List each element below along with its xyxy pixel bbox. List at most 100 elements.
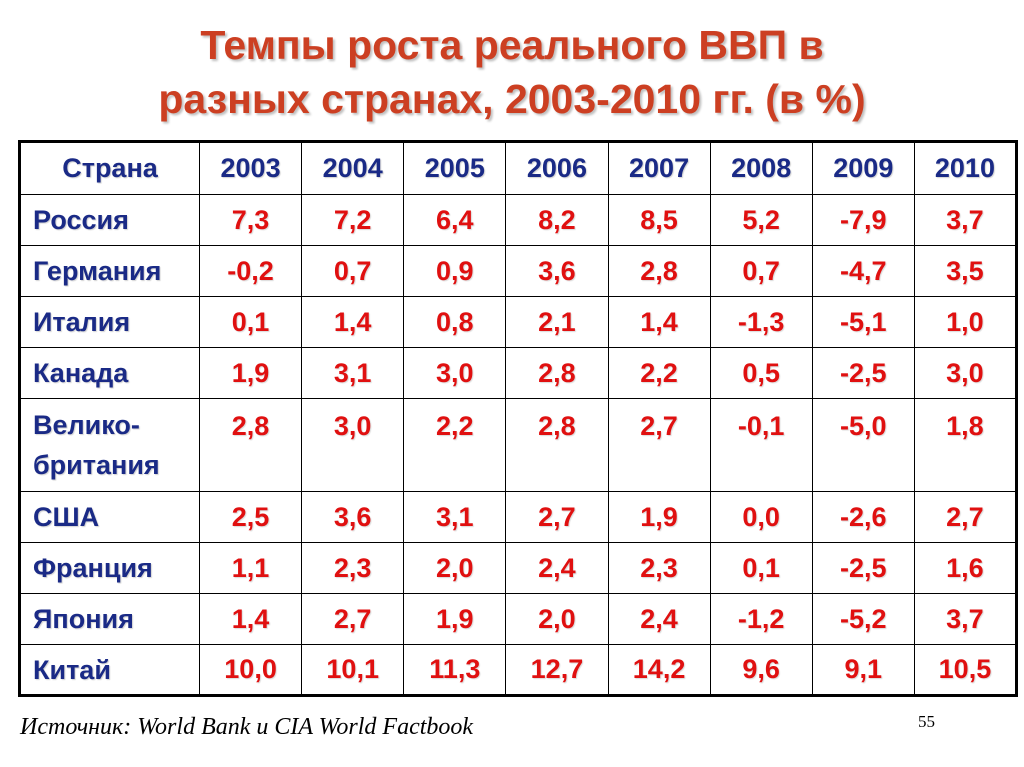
value-cell: 0,8 <box>403 296 507 348</box>
table-row: Россия 7,3 7,2 6,4 8,2 8,5 5,2 -7,9 3,7 <box>19 194 1018 246</box>
source-note: Источник: World Bank и CIA World Factboo… <box>20 714 474 740</box>
slide-title: Темпы роста реального ВВП в разных стран… <box>0 18 1024 126</box>
table-row: Италия 0,1 1,4 0,8 2,1 1,4 -1,3 -5,1 1,0 <box>19 296 1018 348</box>
value-cell: 2,3 <box>301 542 405 594</box>
country-cell: Велико-британия <box>19 398 200 492</box>
header-year: 2008 <box>709 141 813 195</box>
country-cell: США <box>19 491 200 543</box>
value-cell: 2,2 <box>403 398 507 492</box>
country-cell: Китай <box>19 644 200 696</box>
value-cell: -5,2 <box>811 593 915 645</box>
value-cell: -7,9 <box>811 194 915 246</box>
table-body: Россия 7,3 7,2 6,4 8,2 8,5 5,2 -7,9 3,7 … <box>19 194 1018 696</box>
value-cell: 1,8 <box>913 398 1018 492</box>
header-year: 2004 <box>301 141 405 195</box>
value-cell: -5,1 <box>811 296 915 348</box>
value-cell: 2,1 <box>505 296 609 348</box>
value-cell: 10,1 <box>301 644 405 696</box>
value-cell: -1,2 <box>709 593 813 645</box>
value-cell: 1,4 <box>301 296 405 348</box>
value-cell: 7,3 <box>198 194 303 246</box>
value-cell: 2,8 <box>505 347 609 399</box>
value-cell: 2,2 <box>607 347 711 399</box>
country-cell: Германия <box>19 245 200 297</box>
header-year: 2007 <box>607 141 711 195</box>
value-cell: -2,6 <box>811 491 915 543</box>
value-cell: 3,6 <box>505 245 609 297</box>
value-cell: 0,1 <box>709 542 813 594</box>
value-cell: 0,1 <box>198 296 303 348</box>
value-cell: 0,7 <box>709 245 813 297</box>
value-cell: 3,7 <box>913 194 1018 246</box>
value-cell: 12,7 <box>505 644 609 696</box>
value-cell: 0,5 <box>709 347 813 399</box>
country-cell: Япония <box>19 593 200 645</box>
country-cell: Канада <box>19 347 200 399</box>
title-line-1: Темпы роста реального ВВП в <box>200 22 824 68</box>
value-cell: 3,1 <box>403 491 507 543</box>
table-row: Япония 1,4 2,7 1,9 2,0 2,4 -1,2 -5,2 3,7 <box>19 593 1018 645</box>
value-cell: 0,0 <box>709 491 813 543</box>
value-cell: 8,5 <box>607 194 711 246</box>
value-cell: 1,9 <box>403 593 507 645</box>
value-cell: 2,0 <box>403 542 507 594</box>
value-cell: 2,7 <box>607 398 711 492</box>
country-cell: Франция <box>19 542 200 594</box>
header-year: 2003 <box>198 141 303 195</box>
header-year: 2010 <box>913 141 1018 195</box>
value-cell: 2,8 <box>607 245 711 297</box>
header-year: 2006 <box>505 141 609 195</box>
table-header-row: Страна 2003 2004 2005 2006 2007 2008 200… <box>19 141 1018 195</box>
value-cell: 3,0 <box>301 398 405 492</box>
value-cell: 2,8 <box>505 398 609 492</box>
value-cell: 3,5 <box>913 245 1018 297</box>
gdp-growth-table: Страна 2003 2004 2005 2006 2007 2008 200… <box>18 140 1018 697</box>
value-cell: 7,2 <box>301 194 405 246</box>
country-cell: Италия <box>19 296 200 348</box>
value-cell: 2,0 <box>505 593 609 645</box>
value-cell: 2,5 <box>198 491 303 543</box>
value-cell: 9,6 <box>709 644 813 696</box>
value-cell: 0,7 <box>301 245 405 297</box>
value-cell: -2,5 <box>811 347 915 399</box>
value-cell: 6,4 <box>403 194 507 246</box>
value-cell: -0,1 <box>709 398 813 492</box>
value-cell: 1,6 <box>913 542 1018 594</box>
table-row: Велико-британия 2,8 3,0 2,2 2,8 2,7 -0,1… <box>19 398 1018 492</box>
value-cell: 3,7 <box>913 593 1018 645</box>
value-cell: -2,5 <box>811 542 915 594</box>
value-cell: 1,4 <box>607 296 711 348</box>
value-cell: -4,7 <box>811 245 915 297</box>
table-row: Франция 1,1 2,3 2,0 2,4 2,3 0,1 -2,5 1,6 <box>19 542 1018 594</box>
value-cell: 3,0 <box>913 347 1018 399</box>
value-cell: 1,0 <box>913 296 1018 348</box>
value-cell: 8,2 <box>505 194 609 246</box>
value-cell: 2,8 <box>198 398 303 492</box>
value-cell: 3,1 <box>301 347 405 399</box>
value-cell: 0,9 <box>403 245 507 297</box>
page-number: 55 <box>918 712 935 731</box>
country-cell: Россия <box>19 194 200 246</box>
value-cell: 2,7 <box>913 491 1018 543</box>
table-row: Китай 10,0 10,1 11,3 12,7 14,2 9,6 9,1 1… <box>19 644 1018 696</box>
value-cell: 5,2 <box>709 194 813 246</box>
value-cell: 2,7 <box>505 491 609 543</box>
value-cell: 3,0 <box>403 347 507 399</box>
value-cell: 2,3 <box>607 542 711 594</box>
value-cell: 1,9 <box>607 491 711 543</box>
value-cell: 11,3 <box>403 644 507 696</box>
value-cell: 10,0 <box>198 644 303 696</box>
value-cell: 2,4 <box>607 593 711 645</box>
value-cell: 2,4 <box>505 542 609 594</box>
value-cell: -0,2 <box>198 245 303 297</box>
header-year: 2009 <box>811 141 915 195</box>
value-cell: 1,4 <box>198 593 303 645</box>
value-cell: -5,0 <box>811 398 915 492</box>
value-cell: 14,2 <box>607 644 711 696</box>
value-cell: 9,1 <box>811 644 915 696</box>
table-row: Канада 1,9 3,1 3,0 2,8 2,2 0,5 -2,5 3,0 <box>19 347 1018 399</box>
value-cell: 1,9 <box>198 347 303 399</box>
value-cell: 3,6 <box>301 491 405 543</box>
value-cell: -1,3 <box>709 296 813 348</box>
